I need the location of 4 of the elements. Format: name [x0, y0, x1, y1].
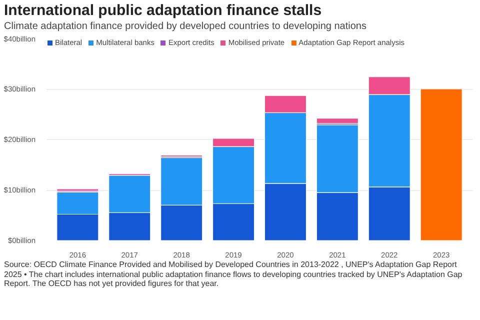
bar — [420, 88, 462, 240]
chart-subtitle: Climate adaptation finance provided by developed countries to developing nations — [4, 20, 366, 34]
chart-title: International public adaptation finance stalls — [4, 1, 322, 21]
source-note: Source: OECD Climate Finance Provided and Mobilised by Developed Countries in 2013-2022 , UNEP's Adaptation Gap Report 2025 • The chart includes international public adaptation finance flows to developing countries tracked by UNEP's Adaptation Gap Report. The OECD has not yet provided figures for that year. — [4, 260, 464, 289]
